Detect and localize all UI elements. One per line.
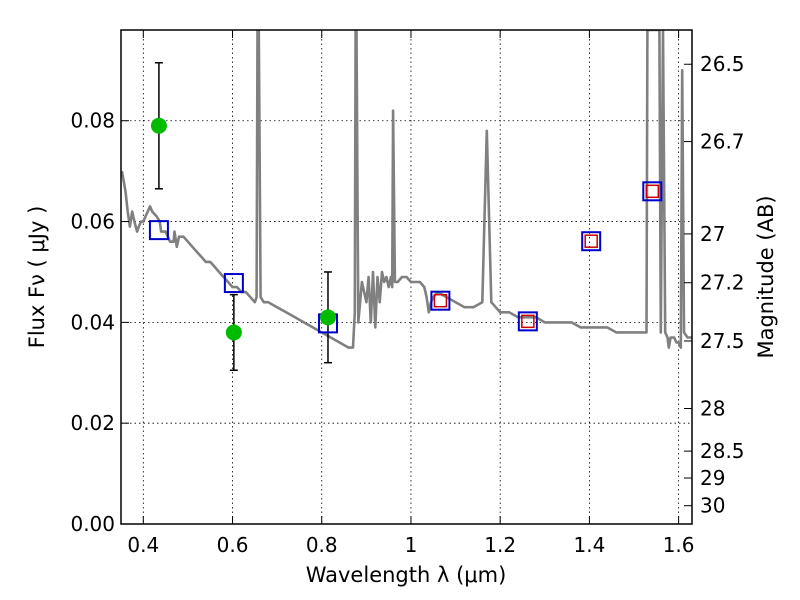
tick-labels: 0.4 0.6 0.8 1 1.2 1.4 1.6 0.00 0.02 0.04 0.06 0.08 2… <box>70 52 744 557</box>
observed-point <box>319 309 336 326</box>
mag-tick-label: 27 <box>700 222 725 246</box>
axis-ticks <box>121 30 692 525</box>
mag-tick-label: 30 <box>700 494 725 518</box>
y-tick-label: 0.02 <box>70 411 115 435</box>
y-right-axis-label: Magnitude (AB) <box>754 195 778 358</box>
plot-content <box>121 30 692 372</box>
model-square-blue <box>430 290 451 311</box>
model-square-red <box>433 293 448 308</box>
plot-frame <box>120 29 693 525</box>
mag-tick-label: 29 <box>700 466 725 490</box>
mag-tick-label: 26.7 <box>700 130 745 154</box>
spectrum-line <box>121 30 692 349</box>
y-axis-label: Flux Fν ( μJy ) <box>25 206 49 349</box>
model-square-blue <box>223 273 244 294</box>
x-tick-label: 1.2 <box>484 533 516 557</box>
y-tick-label: 0.04 <box>70 310 115 334</box>
model-square-blue <box>148 220 169 241</box>
x-tick-label: 1.6 <box>663 533 695 557</box>
x-axis-label: Wavelength λ (μm) <box>306 563 507 587</box>
x-tick-label: 0.6 <box>217 533 249 557</box>
model-square-red <box>645 184 660 199</box>
model-square-red <box>584 234 598 248</box>
x-tick-label: 1 <box>405 533 418 557</box>
mag-tick-label: 27.2 <box>700 271 745 295</box>
x-tick-label: 0.4 <box>127 533 159 557</box>
model-square-blue <box>642 181 663 202</box>
x-tick-label: 0.8 <box>306 533 338 557</box>
model-square-blue <box>581 231 602 252</box>
model-square-red <box>521 314 535 329</box>
mag-tick-label: 26.5 <box>700 52 745 76</box>
y-tick-label: 0.08 <box>70 109 115 133</box>
observed-point <box>225 324 242 341</box>
model-square-blue <box>517 311 538 332</box>
observed-point <box>150 117 167 134</box>
mag-tick-label: 28.5 <box>700 439 745 463</box>
y-tick-label: 0.00 <box>70 512 115 536</box>
mag-tick-label: 28 <box>700 397 725 421</box>
y-tick-label: 0.06 <box>70 210 115 234</box>
mag-tick-label: 27.5 <box>700 329 745 353</box>
x-tick-label: 1.4 <box>573 533 605 557</box>
